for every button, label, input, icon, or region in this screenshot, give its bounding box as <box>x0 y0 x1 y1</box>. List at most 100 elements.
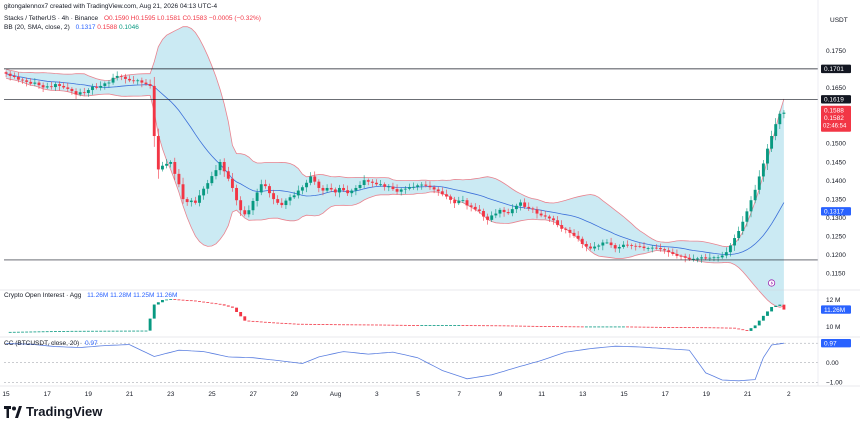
candle-body <box>753 189 757 201</box>
candle <box>720 251 724 260</box>
candle-body <box>490 215 494 220</box>
price-axis[interactable]: USDT0.17500.16500.15500.15000.14500.1400… <box>821 17 851 278</box>
oi-bar <box>325 324 329 325</box>
candle <box>54 82 57 91</box>
bb-lower-value: 0.1046 <box>118 24 139 31</box>
oi-bar <box>696 327 699 329</box>
candle <box>313 171 317 185</box>
candle <box>654 244 658 250</box>
tradingview-logo[interactable]: TradingView <box>4 404 102 419</box>
oi-legend[interactable]: Crypto Open Interest · Agg 11.26M 11.28M… <box>4 292 177 299</box>
candle <box>477 205 481 214</box>
oi-bar <box>531 325 535 327</box>
candle <box>346 185 350 197</box>
candle-body <box>749 200 753 212</box>
candle-body <box>37 82 41 86</box>
oi-bar <box>383 324 387 326</box>
candle <box>214 165 218 180</box>
oi-bar <box>288 323 292 325</box>
oi-bar <box>642 326 646 328</box>
candle <box>16 72 20 83</box>
time-tick-label: 11 <box>538 391 545 398</box>
oi-bar <box>214 303 218 305</box>
candle <box>49 81 53 90</box>
oi-bar <box>440 325 444 326</box>
bb-legend[interactable]: BB (20, SMA, close, 2) 0.1317 0.1588 0.1… <box>4 24 139 31</box>
candle-body <box>136 80 140 82</box>
price-tick-label: 0.1450 <box>826 159 846 166</box>
candle-body <box>766 148 769 164</box>
candle <box>284 198 288 210</box>
candle <box>296 185 300 199</box>
oi-bar <box>486 325 490 327</box>
oi-bar <box>597 326 601 328</box>
candle <box>383 182 387 191</box>
oi-bar <box>412 325 415 326</box>
oi-bar <box>626 326 629 328</box>
candle <box>449 194 453 204</box>
oi-bar <box>716 327 720 329</box>
candle <box>206 179 210 194</box>
time-tick-label: 5 <box>416 391 420 398</box>
candle <box>86 88 90 97</box>
oi-bar <box>329 324 333 326</box>
oi-bar <box>737 328 741 330</box>
candle <box>123 73 127 84</box>
candle-body <box>185 199 189 203</box>
candle-body <box>712 257 716 259</box>
cc-legend[interactable]: CC (BTCUSDT, close, 20) 0.97 <box>4 340 98 347</box>
ohlc-change: −0.0005 (−0.32%) <box>208 15 261 22</box>
candle <box>305 179 308 193</box>
created-by-text: gitongalennox7 created with TradingView.… <box>4 3 218 10</box>
oi-bar <box>646 326 650 328</box>
candle <box>663 247 667 254</box>
oi-bar <box>407 324 411 326</box>
time-tick-label: 15 <box>2 391 10 398</box>
oi-bar <box>749 328 753 331</box>
oi-bar <box>770 306 774 312</box>
candle-body <box>589 246 592 249</box>
oi-bar <box>572 326 576 328</box>
candle <box>761 160 765 182</box>
candle-body <box>202 188 206 196</box>
created-by-line: gitongalennox7 created with TradingView.… <box>4 3 217 10</box>
candle-body <box>506 212 510 214</box>
oi-bar <box>161 300 164 303</box>
candle-body <box>593 246 597 249</box>
candle <box>560 220 564 232</box>
oi-bar <box>49 331 53 333</box>
oi-bar <box>745 330 749 331</box>
candle <box>58 81 62 91</box>
candle-body <box>457 200 461 204</box>
symbol-legend[interactable]: Stacks / TetherUS · 4h · Binance O0.1590… <box>4 15 261 22</box>
oi-bar <box>375 324 378 326</box>
oi-bar <box>272 322 276 324</box>
level-2-tag-bg <box>821 95 851 104</box>
candle-body <box>115 75 119 78</box>
candle <box>407 183 411 191</box>
oi-bar <box>477 325 481 327</box>
candle <box>733 234 736 251</box>
candle <box>412 182 415 190</box>
oi-bar <box>16 331 20 333</box>
candle <box>177 168 181 188</box>
candle <box>543 210 547 220</box>
candle <box>251 198 255 215</box>
candle-body <box>16 77 20 80</box>
candle <box>667 247 671 257</box>
candle-body <box>230 178 234 188</box>
candle <box>445 189 448 200</box>
candle <box>679 254 683 260</box>
candle <box>650 245 654 253</box>
oi-bar <box>601 326 605 328</box>
candle <box>317 179 321 193</box>
candle-body <box>152 85 156 137</box>
candle-body <box>276 199 280 203</box>
candle <box>514 203 518 213</box>
candle <box>547 214 551 223</box>
oi-bar <box>148 318 152 331</box>
time-axis[interactable]: 15 17 19 21 23 25 27 29 Aug 3 5 7 9 11 13 15 17 19 21 2 <box>0 0 860 398</box>
candle <box>753 184 757 204</box>
